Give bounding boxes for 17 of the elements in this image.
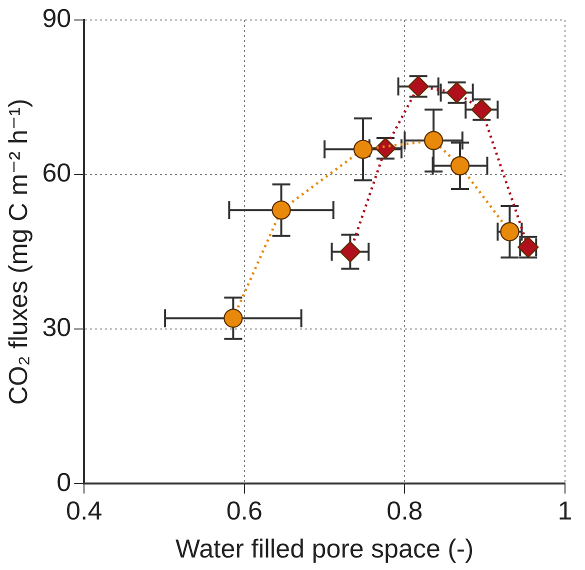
y-tick-label: 30: [42, 312, 72, 342]
point: [500, 222, 520, 242]
y-tick-label: 60: [42, 158, 72, 188]
x-tick-label: 0.8: [386, 495, 423, 526]
point: [224, 308, 243, 328]
x-tick-label: 0.4: [66, 495, 102, 526]
x-tick-label: 0.6: [226, 495, 262, 526]
point: [340, 241, 361, 262]
y-axis-title: CO₂ fluxes (mg C m⁻² h⁻¹): [2, 98, 33, 405]
x-tick-label: 1: [558, 495, 572, 526]
y-tick-label: 0: [56, 466, 72, 497]
point: [272, 200, 291, 220]
point: [424, 130, 444, 150]
point: [450, 156, 470, 176]
y-tick-label: 90: [42, 3, 72, 34]
point: [353, 140, 373, 159]
x-axis-title: Water filled pore space (-): [175, 534, 474, 564]
